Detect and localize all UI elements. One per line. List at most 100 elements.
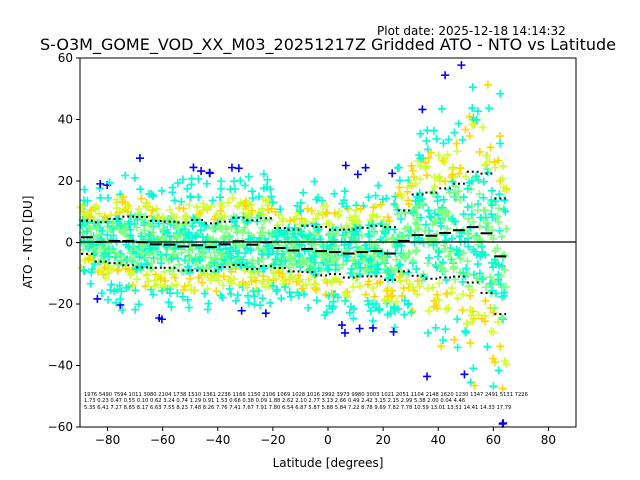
data-point: [251, 276, 260, 285]
data-point: [408, 307, 417, 316]
data-point: [409, 205, 418, 214]
data-point: [449, 258, 458, 267]
data-point: [464, 242, 473, 251]
data-point: [364, 193, 373, 202]
data-point: [92, 202, 101, 211]
data-point: [342, 256, 351, 265]
data-point: [96, 193, 105, 202]
data-point: [173, 254, 182, 263]
data-point: [373, 212, 382, 221]
data-point: [368, 210, 377, 219]
data-point: [140, 226, 149, 235]
data-point: [160, 267, 169, 276]
data-point: [468, 104, 477, 113]
data-point: [473, 260, 482, 269]
data-point: [181, 256, 190, 265]
data-point: [157, 259, 166, 268]
data-point: [200, 289, 209, 298]
data-point: [287, 272, 296, 281]
data-point: [231, 296, 240, 305]
data-point: [364, 277, 373, 286]
data-point: [153, 213, 162, 222]
data-point: [206, 253, 215, 262]
data-point: [465, 131, 474, 140]
data-point: [286, 216, 295, 225]
data-point: [192, 231, 201, 240]
data-point: [183, 295, 192, 304]
data-point: [423, 126, 432, 135]
data-point: [297, 284, 306, 293]
x-tick-label: 60: [486, 433, 501, 447]
data-point: [271, 207, 280, 216]
data-point: [451, 275, 460, 284]
data-point: [319, 201, 328, 210]
data-point: [172, 233, 181, 242]
plot-date-label: Plot date: 2025-12-18 14:14:32: [377, 24, 566, 38]
data-point: [247, 277, 256, 286]
data-point: [143, 203, 152, 212]
data-point: [328, 302, 337, 311]
data-point: [124, 282, 133, 291]
data-point: [254, 287, 263, 296]
annotation-row-means: 1.73 0.23 0.47 0.55 0.10 0.62 3.24 0.74 …: [84, 398, 465, 404]
data-point: [424, 307, 433, 316]
data-point: [409, 256, 418, 265]
data-point: [210, 258, 219, 267]
data-point: [388, 274, 397, 283]
data-point: [496, 139, 505, 148]
data-point: [413, 290, 422, 299]
data-point: [260, 216, 269, 225]
data-point: [210, 247, 219, 256]
data-point: [118, 306, 127, 315]
data-point: [98, 289, 107, 298]
data-point: [342, 291, 351, 300]
data-point: [459, 249, 468, 258]
data-point: [421, 220, 430, 229]
data-point: [219, 239, 228, 248]
data-point: [224, 231, 233, 240]
data-point: [411, 179, 420, 188]
annotation-row-stds: 5.35 6.41 7.27 8.85 8.17 6.63 7.55 8.23 …: [84, 405, 511, 411]
data-point: [185, 303, 194, 312]
data-point: [380, 229, 389, 238]
data-point: [172, 280, 181, 289]
data-point: [128, 281, 137, 290]
data-point: [234, 259, 243, 268]
data-point: [455, 232, 464, 241]
data-point: [248, 194, 257, 203]
data-point: [116, 295, 125, 304]
data-point: [265, 215, 274, 224]
data-point: [395, 183, 404, 192]
data-point: [133, 223, 142, 232]
data-point: [373, 279, 382, 288]
data-point: [183, 184, 192, 193]
data-point: [123, 200, 132, 209]
data-point: [435, 172, 444, 181]
data-point: [479, 206, 488, 215]
data-point: [314, 264, 323, 273]
y-tick-label: 20: [58, 174, 73, 188]
data-point: [340, 328, 349, 337]
data-point: [291, 214, 300, 223]
data-point: [257, 204, 266, 213]
data-point: [337, 223, 346, 232]
data-point: [290, 215, 299, 224]
data-point: [297, 230, 306, 239]
data-point: [468, 286, 477, 295]
data-point: [430, 182, 439, 191]
data-point: [335, 207, 344, 216]
data-point: [408, 283, 417, 292]
data-point: [204, 260, 213, 269]
data-point: [179, 204, 188, 213]
data-point: [296, 207, 305, 216]
data-point: [214, 276, 223, 285]
data-point: [157, 186, 166, 195]
data-point: [115, 281, 124, 290]
bin-annotations: 1976 5490 7594 1011 3080 2104 1738 1510 …: [84, 392, 528, 411]
data-point: [444, 304, 453, 313]
data-point: [433, 197, 442, 206]
data-point: [430, 296, 439, 305]
data-point: [374, 181, 383, 190]
data-point: [395, 230, 404, 239]
data-point: [382, 286, 391, 295]
